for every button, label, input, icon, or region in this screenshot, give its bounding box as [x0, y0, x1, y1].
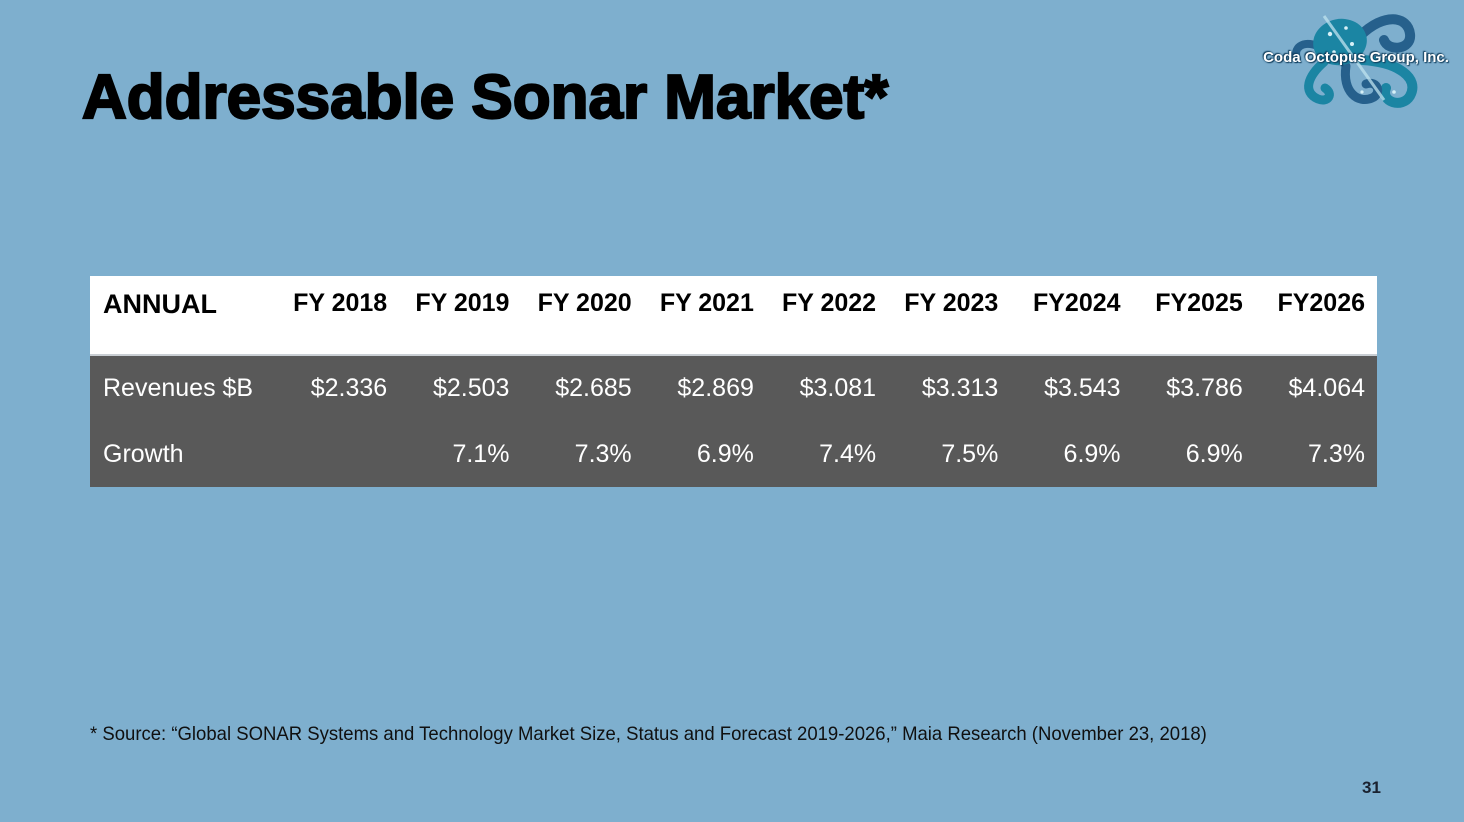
growth-cell: 7.1% — [399, 421, 522, 487]
growth-cell: 7.5% — [888, 421, 1011, 487]
growth-cell: 7.4% — [765, 421, 889, 487]
revenue-cell: $4.064 — [1254, 354, 1377, 421]
header-cell-fy2024: FY2024 — [1010, 276, 1133, 355]
revenue-cell: $3.081 — [765, 354, 889, 421]
revenue-cell: $2.869 — [643, 354, 766, 421]
header-cell-fy2023: FY 2023 — [888, 276, 1011, 355]
header-cell-fy2026: FY2026 — [1254, 276, 1377, 355]
table-row-growth: Growth 7.1% 7.3% 6.9% 7.4% 7.5% 6.9% 6.9… — [90, 421, 1377, 487]
revenue-cell: $2.685 — [521, 354, 644, 421]
header-cell-fy2022: FY 2022 — [765, 276, 889, 355]
revenue-cell: $3.313 — [888, 354, 1011, 421]
revenue-cell: $2.503 — [399, 354, 522, 421]
growth-cell — [277, 421, 400, 487]
header-cell-annual: ANNUAL — [90, 276, 277, 355]
header-cell-fy2019: FY 2019 — [399, 276, 522, 355]
slide-title: Addressable Sonar Market* — [81, 62, 890, 133]
page-number: 31 — [1362, 778, 1381, 797]
growth-cell: 6.9% — [1132, 421, 1255, 487]
row-label-growth: Growth — [90, 421, 277, 487]
growth-cell: 6.9% — [1010, 421, 1133, 487]
header-cell-fy2025: FY2025 — [1132, 276, 1255, 355]
octopus-icon — [1292, 14, 1418, 108]
header-cell-fy2020: FY 2020 — [521, 276, 644, 355]
revenue-cell: $3.786 — [1132, 354, 1255, 421]
table-header-row: ANNUAL FY 2018 FY 2019 FY 2020 FY 2021 F… — [90, 276, 1377, 355]
company-logo: Coda Octopus Group, Inc. — [1262, 4, 1450, 124]
revenue-cell: $3.543 — [1010, 354, 1133, 421]
table-row-revenues: Revenues $B $2.336 $2.503 $2.685 $2.869 … — [90, 354, 1377, 421]
growth-cell: 7.3% — [1254, 421, 1377, 487]
revenue-cell: $2.336 — [277, 354, 400, 421]
header-cell-fy2021: FY 2021 — [643, 276, 766, 355]
annual-market-table: ANNUAL FY 2018 FY 2019 FY 2020 FY 2021 F… — [90, 276, 1377, 487]
header-cell-fy2018: FY 2018 — [277, 276, 400, 355]
footnote: * Source: “Global SONAR Systems and Tech… — [90, 723, 1207, 745]
growth-cell: 6.9% — [643, 421, 766, 487]
growth-cell: 7.3% — [521, 421, 644, 487]
row-label-revenues: Revenues $B — [90, 354, 277, 421]
logo-text: Coda Octopus Group, Inc. — [1263, 49, 1449, 66]
